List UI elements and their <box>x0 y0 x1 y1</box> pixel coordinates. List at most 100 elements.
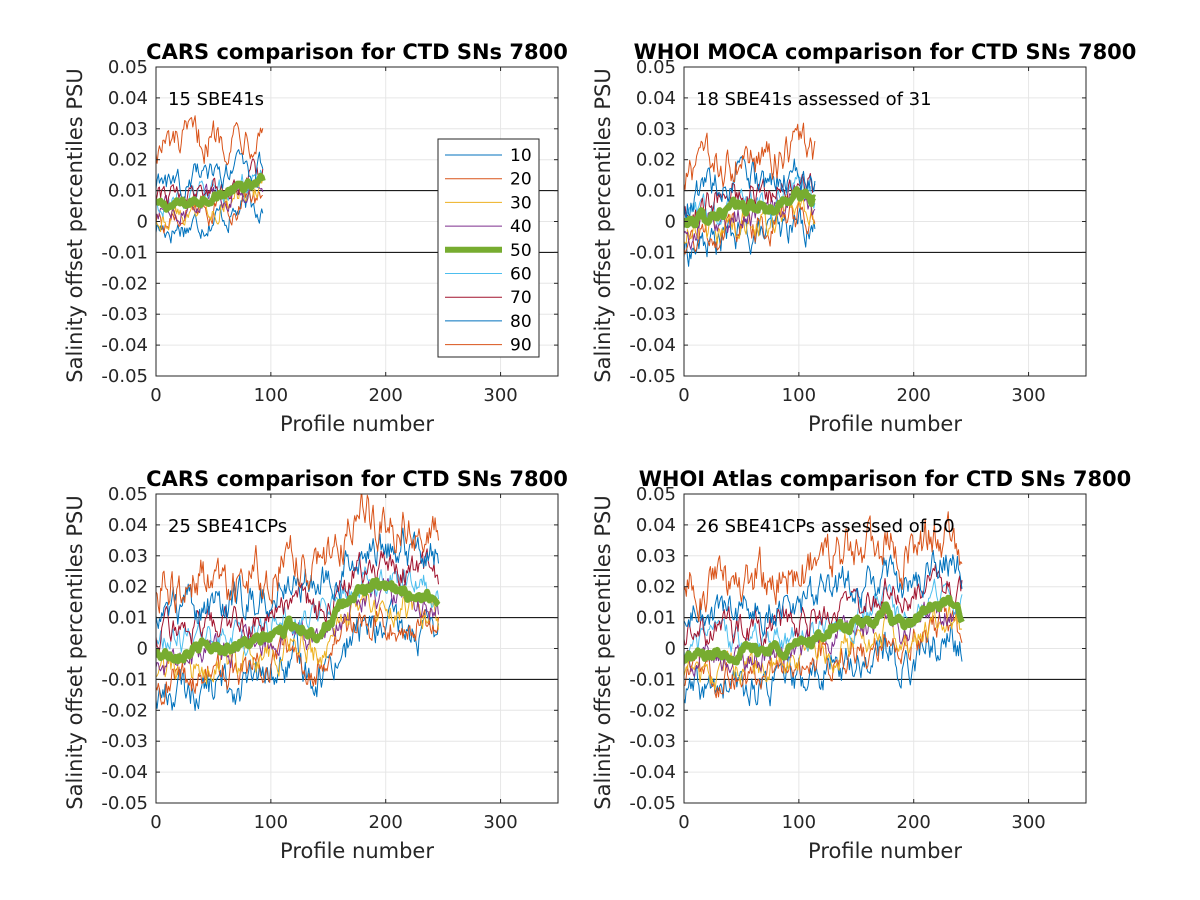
y-tick-label: 0.01 <box>108 608 148 629</box>
y-tick-label: -0.05 <box>101 366 148 387</box>
x-tick-label: 300 <box>483 385 517 406</box>
panel-annotation: 18 SBE41s assessed of 31 <box>696 89 932 110</box>
panel-1: 0 100 200 300 -0.05 -0.04 -0.03 -0.02 -0.01 0 0.01… <box>63 40 568 436</box>
y-tick-label: 0.02 <box>636 150 676 171</box>
chart-title: WHOI Atlas comparison for CTD SNs 7800 <box>639 467 1132 491</box>
series-p80-line <box>684 549 963 637</box>
x-tick-label: 100 <box>782 812 816 833</box>
chart-title: CARS comparison for CTD SNs 7800 <box>146 40 568 64</box>
y-tick-label: -0.03 <box>629 731 676 752</box>
x-tick-label: 300 <box>483 812 517 833</box>
series-p10-line <box>684 207 816 267</box>
series-p70-line <box>684 563 963 649</box>
x-tick-label: 0 <box>678 385 689 406</box>
x-tick-label: 100 <box>254 812 288 833</box>
x-tick-label: 200 <box>369 812 403 833</box>
y-tick-label: -0.05 <box>629 793 676 814</box>
panel-annotation: 15 SBE41s <box>168 89 264 110</box>
y-tick-label: 0.02 <box>108 577 148 598</box>
chart-title: WHOI MOCA comparison for CTD SNs 7800 <box>634 40 1137 64</box>
series-p70-line <box>156 548 439 652</box>
y-tick-label: 0.02 <box>108 150 148 171</box>
y-tick-label: -0.05 <box>101 793 148 814</box>
x-tick-label: 300 <box>1011 812 1045 833</box>
y-tick-label: 0.04 <box>636 515 676 536</box>
y-tick-label: 0.03 <box>636 546 676 567</box>
y-tick-label: 0.05 <box>108 484 148 505</box>
y-tick-label: 0 <box>665 639 676 660</box>
x-tick-label: 200 <box>897 812 931 833</box>
series-p50-median-line <box>684 594 965 666</box>
legend-label: 40 <box>510 217 532 237</box>
x-tick-label: 200 <box>369 385 403 406</box>
y-tick-label: 0.01 <box>636 608 676 629</box>
y-tick-label: 0.04 <box>108 88 148 109</box>
data-area <box>156 115 558 253</box>
chart-title: CARS comparison for CTD SNs 7800 <box>146 467 568 491</box>
x-axis-label: Profile number <box>808 839 962 863</box>
panel-annotation: 26 SBE41CPs assessed of 50 <box>696 516 955 537</box>
series-p80-line <box>156 527 439 629</box>
y-tick-label: -0.04 <box>629 762 676 783</box>
y-tick-label: -0.02 <box>101 273 148 294</box>
y-tick-label: 0.05 <box>636 57 676 78</box>
legend-label: 70 <box>510 288 532 308</box>
y-tick-label: -0.04 <box>101 762 148 783</box>
legend-label: 30 <box>510 193 532 213</box>
y-tick-label: -0.03 <box>101 731 148 752</box>
y-tick-label: 0.04 <box>636 88 676 109</box>
data-area <box>156 494 558 711</box>
y-axis-label: Salinity offset percentiles PSU <box>63 495 87 809</box>
y-tick-label: 0.03 <box>108 546 148 567</box>
series-p80-line <box>684 156 816 222</box>
series-p90-line <box>156 115 264 166</box>
series-p30-line <box>156 178 264 233</box>
panel-2: 0 100 200 300 -0.05 -0.04 -0.03 -0.02 -0.01 0 0.01… <box>591 40 1136 436</box>
data-area <box>684 511 1086 707</box>
legend-label: 80 <box>510 312 532 332</box>
y-tick-label: 0.02 <box>636 577 676 598</box>
y-tick-label: -0.03 <box>101 304 148 325</box>
panel-annotation: 25 SBE41CPs <box>168 516 287 537</box>
y-axis-label: Salinity offset percentiles PSU <box>591 495 615 809</box>
series-p30-line <box>156 593 439 685</box>
y-tick-label: -0.01 <box>101 669 148 690</box>
series-p90-line <box>684 122 816 190</box>
series-p50-median-line <box>156 577 441 665</box>
legend: 10 20 30 40 50 60 70 80 90 <box>437 138 540 358</box>
y-tick-label: -0.03 <box>629 304 676 325</box>
y-tick-label: 0.01 <box>636 181 676 202</box>
y-tick-label: 0.01 <box>108 181 148 202</box>
series-p50-median-line <box>684 186 817 229</box>
series-p20-line <box>684 200 816 255</box>
data-area <box>684 122 1086 267</box>
x-tick-label: 100 <box>782 385 816 406</box>
y-tick-label: -0.01 <box>101 242 148 263</box>
x-tick-label: 300 <box>1011 385 1045 406</box>
legend-label: 20 <box>510 170 532 190</box>
series-p20-line <box>156 606 439 706</box>
y-tick-label: 0 <box>665 212 676 233</box>
y-tick-label: -0.02 <box>101 700 148 721</box>
series-p90-line <box>156 494 439 614</box>
x-tick-label: 100 <box>254 385 288 406</box>
y-tick-label: -0.02 <box>629 700 676 721</box>
series-p10-line <box>684 623 963 707</box>
x-tick-label: 200 <box>897 385 931 406</box>
x-axis-label: Profile number <box>280 839 434 863</box>
y-tick-label: -0.04 <box>629 335 676 356</box>
y-tick-label: 0 <box>137 212 148 233</box>
y-tick-label: 0.05 <box>108 57 148 78</box>
x-tick-label: 0 <box>150 385 161 406</box>
x-axis-label: Profile number <box>808 412 962 436</box>
panel-3: 0 100 200 300 -0.05 -0.04 -0.03 -0.02 -0.01 0 0.01… <box>63 467 568 863</box>
y-tick-label: -0.01 <box>629 242 676 263</box>
series-p90-line <box>684 511 963 623</box>
y-tick-label: 0.05 <box>636 484 676 505</box>
y-tick-label: -0.01 <box>629 669 676 690</box>
series-p80-line <box>156 149 264 203</box>
legend-label: 10 <box>510 146 532 166</box>
y-tick-label: -0.04 <box>101 335 148 356</box>
